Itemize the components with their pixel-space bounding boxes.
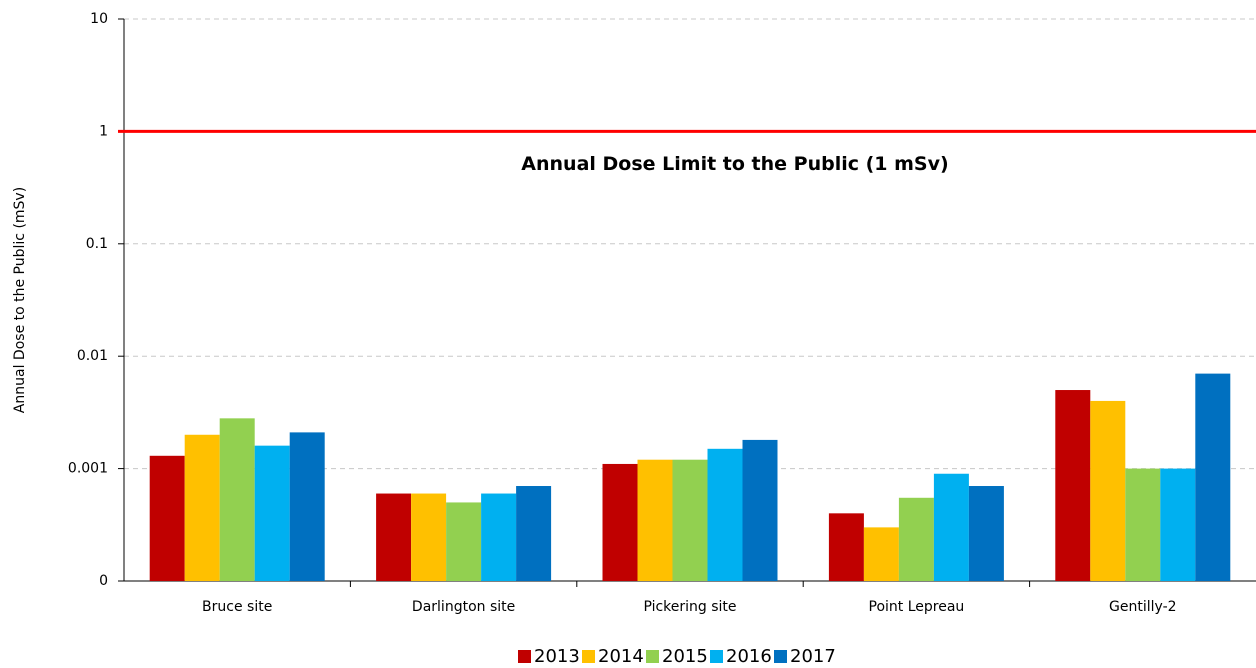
bar [516, 486, 552, 581]
bar [933, 473, 969, 581]
y-tick-label: 0.1 [86, 236, 108, 252]
legend-swatch [774, 650, 787, 663]
x-tick-label: Pickering site [643, 599, 736, 615]
bar [376, 493, 412, 581]
legend-label: 2014 [598, 646, 644, 667]
bar [602, 463, 638, 581]
bar [637, 459, 673, 581]
legend-swatch [518, 650, 531, 663]
bar [707, 448, 743, 581]
legend-label: 2015 [662, 646, 708, 667]
legend-swatch [646, 650, 659, 663]
bar [481, 493, 517, 581]
bar [672, 459, 708, 581]
bar [742, 439, 778, 581]
x-tick-label: Point Lepreau [869, 599, 965, 615]
legend-label: 2013 [534, 646, 580, 667]
bar [1090, 400, 1126, 581]
bar [149, 455, 185, 581]
legend-label: 2016 [726, 646, 772, 667]
legend-swatch [710, 650, 723, 663]
y-axis-label: Annual Dose to the Public (mSv) [12, 187, 28, 413]
bar [184, 434, 220, 581]
bar [289, 432, 325, 581]
legend-swatch [582, 650, 595, 663]
bar [898, 497, 934, 581]
y-tick-label: 10 [90, 11, 108, 27]
bar [254, 445, 290, 581]
legend-label: 2017 [790, 646, 836, 667]
y-tick-label: 1 [99, 123, 108, 139]
bar [968, 486, 1004, 581]
y-tick-label: 0.01 [77, 348, 108, 364]
bar [1055, 390, 1091, 581]
bar [1125, 468, 1161, 581]
bar [1195, 373, 1231, 581]
x-tick-label: Darlington site [412, 599, 515, 615]
y-tick-label: 0.001 [68, 461, 108, 477]
x-tick-label: Gentilly-2 [1109, 599, 1177, 615]
x-tick-label: Bruce site [202, 599, 272, 615]
bar [863, 527, 899, 581]
reference-label: Annual Dose Limit to the Public (1 mSv) [521, 153, 948, 175]
bar [828, 513, 864, 581]
bar [1160, 468, 1196, 581]
bar [446, 502, 482, 581]
bar [219, 418, 255, 581]
y-tick-label: 0 [99, 573, 108, 589]
bar [411, 493, 447, 581]
